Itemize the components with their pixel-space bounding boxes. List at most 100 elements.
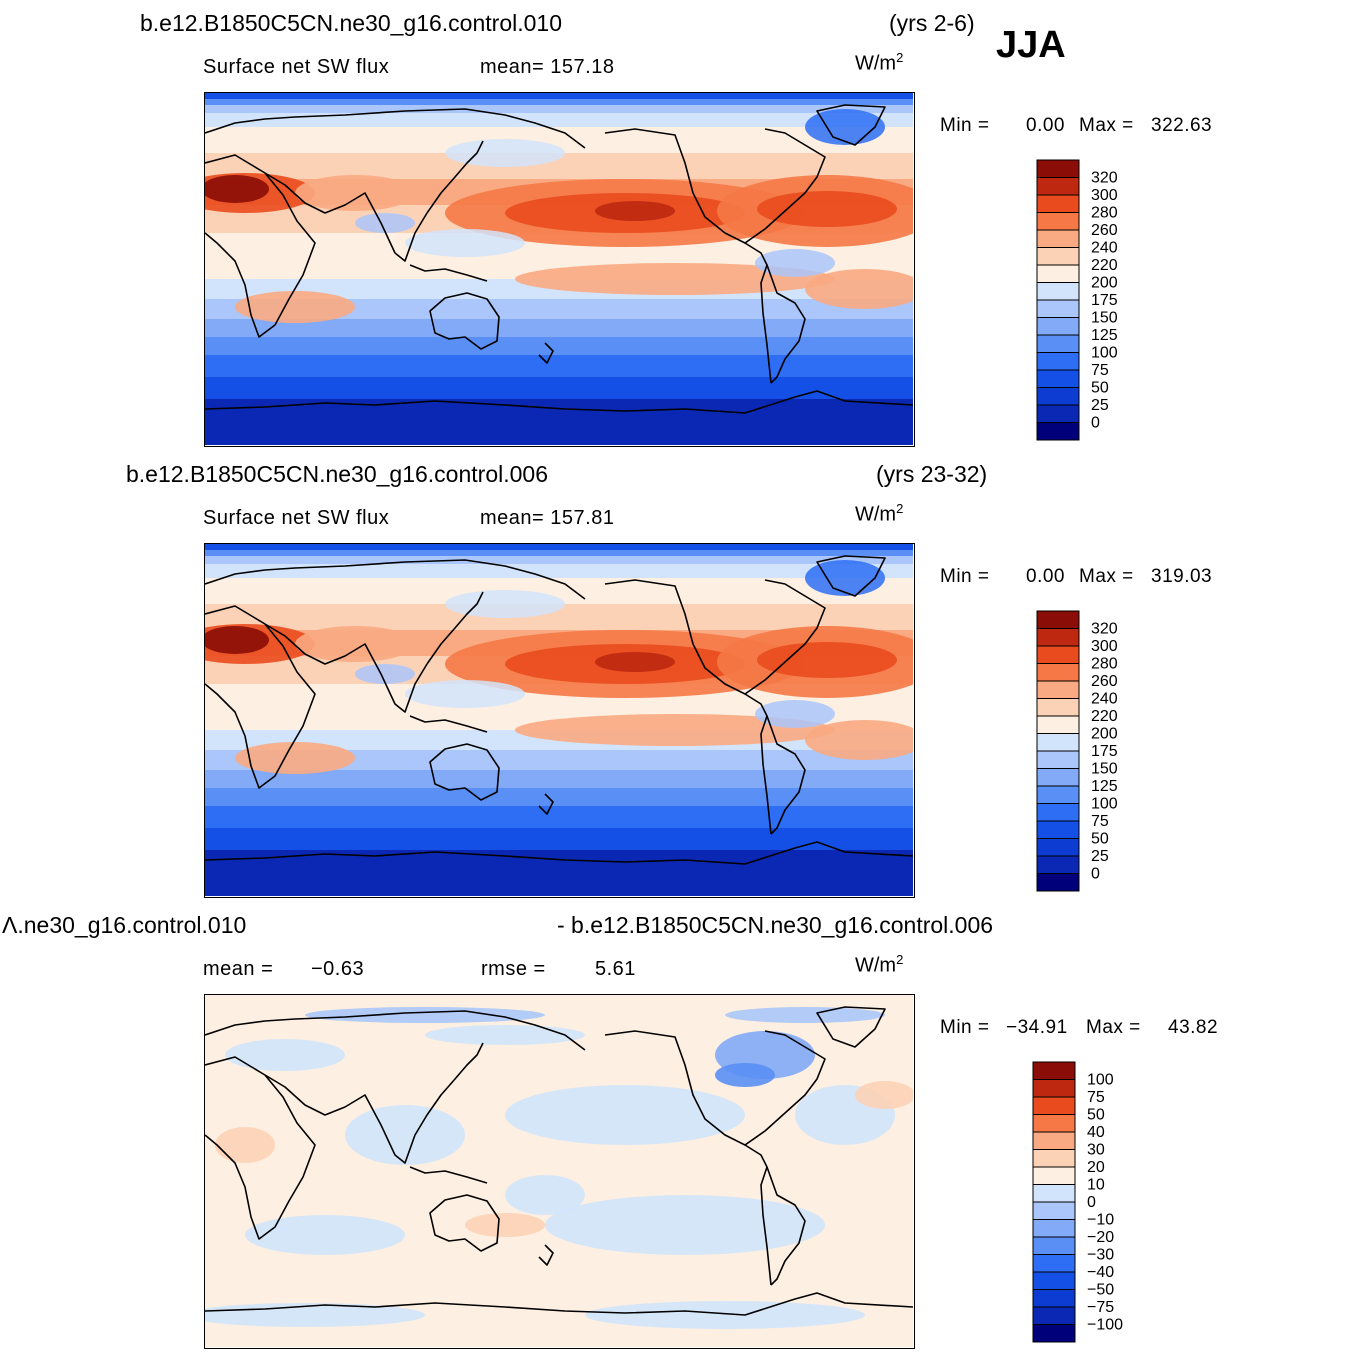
diff-patch	[725, 1007, 885, 1023]
colorbar-swatch	[1036, 733, 1080, 752]
flux-blob	[445, 139, 565, 167]
panel-3-case-right: - b.e12.B1850C5CN.ne30_g16.control.006	[557, 912, 994, 938]
flux-blob	[805, 560, 885, 596]
colorbar-tick-label: 20	[1087, 1159, 1105, 1176]
coastline	[264, 172, 428, 262]
colorbar-swatch	[1036, 750, 1080, 769]
panel-3-rmse-value: 5.61	[595, 958, 636, 980]
colorbar-tick-label: 125	[1091, 327, 1118, 344]
flux-blob	[805, 109, 885, 145]
coastline	[205, 841, 913, 865]
colorbar-swatch	[1036, 715, 1080, 734]
coastline	[744, 242, 806, 384]
flux-band	[205, 399, 913, 445]
diff-patch	[545, 1195, 825, 1255]
diff-patch	[465, 1213, 545, 1237]
coastline	[409, 715, 488, 733]
colorbar-tick-label: 0	[1091, 415, 1100, 432]
colorbar-swatch	[1036, 387, 1080, 406]
panel-2-max-value: 319.03	[1151, 566, 1213, 587]
coastline	[426, 1042, 484, 1116]
panel-2-min-value: 0.00	[1026, 566, 1065, 587]
panel-2-variable: Surface net SW flux	[203, 507, 390, 529]
colorbar-swatch	[1036, 698, 1080, 717]
flux-band	[205, 544, 913, 550]
colorbar-tick-label: 125	[1091, 778, 1118, 795]
panel-2-colorbar: 0 25 50 75 100 125 150 175 200 220 240 260 280 300 320	[1036, 610, 1167, 893]
colorbar-tick-label: 150	[1091, 310, 1118, 327]
panel-1-max-value: 322.63	[1151, 115, 1213, 136]
season-label: JJA	[996, 24, 1066, 66]
panel-3-mean-label: mean =	[203, 958, 274, 980]
flux-blob	[295, 175, 415, 211]
flux-band	[205, 564, 913, 578]
panel-3-units: W/m2	[855, 952, 904, 977]
coastline	[744, 693, 806, 835]
colorbar-swatch	[1036, 645, 1080, 664]
flux-blob	[405, 680, 525, 708]
panel-1-min-value: 0.00	[1026, 115, 1065, 136]
flux-band	[205, 788, 913, 806]
panel-3-min-label: Min =	[940, 1017, 990, 1038]
colorbar-tick-label: 240	[1091, 691, 1118, 708]
flux-band	[205, 377, 913, 399]
flux-band	[205, 556, 913, 564]
colorbar-tick-label: 50	[1091, 380, 1109, 397]
diff-patch	[505, 1085, 745, 1145]
diff-patch	[425, 1025, 585, 1045]
flux-blob	[205, 175, 269, 203]
colorbar-swatch	[1032, 1289, 1076, 1308]
colorbar-swatch	[1036, 317, 1080, 336]
colorbar-tick-label: 100	[1087, 1072, 1114, 1089]
coastline	[538, 1244, 554, 1266]
flux-blob	[595, 652, 675, 672]
panel-2-years: (yrs 23-32)	[876, 461, 988, 487]
colorbar-tick-label: 50	[1091, 831, 1109, 848]
coastline	[604, 579, 826, 695]
diff-patch	[585, 1301, 865, 1329]
colorbar-tick-label: 220	[1091, 708, 1118, 725]
flux-band	[205, 828, 913, 850]
colorbar-swatch	[1032, 1271, 1076, 1290]
colorbar-swatch	[1032, 1114, 1076, 1133]
colorbar-swatch	[1036, 404, 1080, 423]
flux-blob	[515, 714, 835, 746]
panel-1-colorbar: 0 25 50 75 100 125 150 175 200 220 240 260 280 300 320	[1036, 159, 1167, 442]
panel-1-map	[204, 92, 915, 447]
flux-band	[205, 93, 913, 99]
flux-band	[205, 355, 913, 377]
diff-patch	[245, 1215, 405, 1255]
colorbar-tick-label: 200	[1091, 275, 1118, 292]
colorbar-tick-label: −100	[1087, 1317, 1123, 1334]
colorbar-swatch	[1036, 838, 1080, 857]
coastline	[760, 1166, 772, 1286]
colorbar-tick-label: 175	[1091, 743, 1118, 760]
coastline	[429, 1194, 500, 1252]
colorbar-swatch	[1032, 1219, 1076, 1238]
coastline	[205, 605, 316, 789]
colorbar-tick-label: 260	[1091, 222, 1118, 239]
colorbar-tick-label: 240	[1091, 240, 1118, 257]
coastline	[816, 555, 886, 597]
panel-2-map	[204, 543, 915, 898]
coastline	[760, 264, 772, 384]
colorbar-swatch	[1036, 299, 1080, 318]
colorbar-swatch	[1036, 422, 1080, 441]
colorbar-tick-label: 75	[1091, 813, 1109, 830]
colorbar-tick-label: 300	[1091, 638, 1118, 655]
flux-blob	[235, 742, 355, 774]
coastline	[264, 623, 428, 713]
flux-blob	[755, 249, 835, 277]
colorbar-swatch	[1032, 1324, 1076, 1343]
flux-blob	[757, 191, 897, 227]
colorbar-tick-label: 220	[1091, 257, 1118, 274]
coastline	[816, 1006, 886, 1048]
coastline	[604, 1030, 826, 1146]
colorbar-tick-label: −30	[1087, 1247, 1114, 1264]
colorbar-tick-label: 75	[1091, 362, 1109, 379]
flux-blob	[805, 720, 913, 760]
colorbar-swatch	[1032, 1131, 1076, 1150]
panel-2-min-label: Min =	[940, 566, 990, 587]
flux-blob	[755, 700, 835, 728]
colorbar-tick-label: 0	[1091, 866, 1100, 883]
